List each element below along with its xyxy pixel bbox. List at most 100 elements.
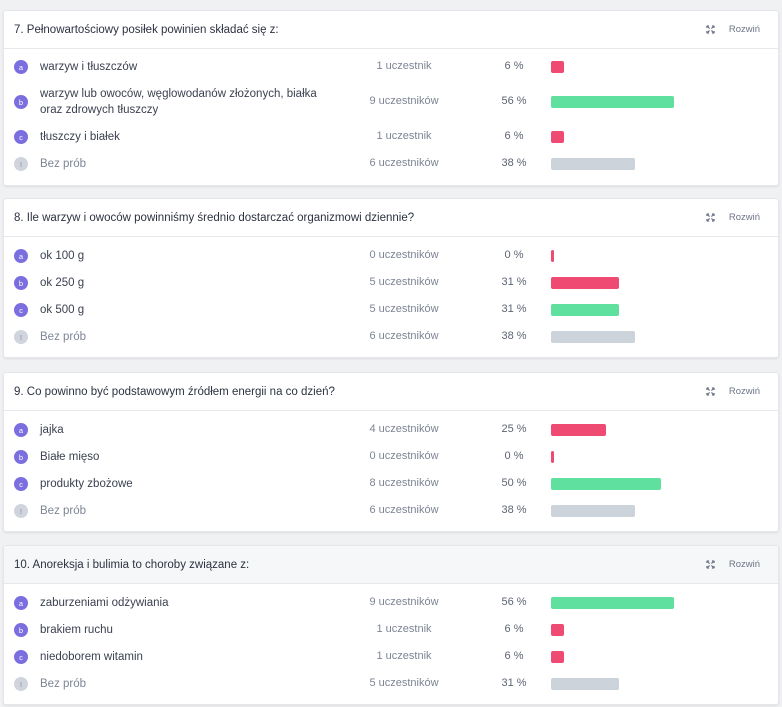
answer-row: a zaburzeniami odżywiania 9 uczestników 56 … bbox=[4, 587, 780, 619]
expand-label: Rozwiń bbox=[728, 386, 760, 397]
participant-count: 9 uczestników bbox=[369, 95, 439, 107]
answer-row: a warzyw i tłuszczów 1 uczestnik 6 % bbox=[4, 51, 780, 83]
question-title: 8. Ile warzyw i owoców powinniśmy średni… bbox=[14, 211, 415, 224]
participant-count: 4 uczestników bbox=[369, 423, 439, 435]
question-card: 7. Pełnowartościowy posiłek powinien skł… bbox=[3, 10, 779, 186]
answer-text: Bez prób bbox=[40, 331, 87, 343]
question-header: 8. Ile warzyw i owoców powinniśmy średni… bbox=[4, 199, 778, 237]
answer-letter-badge: b bbox=[14, 623, 28, 637]
answer-text: Bez prób bbox=[40, 678, 87, 690]
question-card: 8. Ile warzyw i owoców powinniśmy średni… bbox=[3, 198, 779, 358]
answer-percent: 6 % bbox=[504, 60, 524, 72]
result-bar bbox=[551, 651, 564, 663]
expand-button[interactable]: Rozwiń bbox=[706, 559, 760, 570]
participant-count: 1 uczestnik bbox=[376, 623, 432, 635]
answer-letter-badge: c bbox=[14, 303, 28, 317]
answer-percent: 38 % bbox=[501, 330, 527, 342]
result-bar bbox=[551, 331, 635, 343]
answer-row: b warzyw lub owoców, węglowodanów złożony… bbox=[4, 86, 780, 118]
answer-percent: 0 % bbox=[504, 450, 524, 462]
answer-text: produkty zbożowe bbox=[40, 478, 133, 490]
participant-count: 9 uczestników bbox=[369, 596, 439, 608]
answer-percent: 31 % bbox=[501, 276, 527, 288]
answer-letter-badge: c bbox=[14, 130, 28, 144]
answer-letter-badge: b bbox=[14, 276, 28, 290]
participant-count: 6 uczestników bbox=[369, 157, 439, 169]
no-attempt-row: ! Bez prób 6 uczestników 38 % bbox=[4, 495, 780, 527]
result-bar bbox=[551, 678, 619, 690]
exclamation-icon: ! bbox=[14, 330, 28, 344]
question-title: 10. Anoreksja i bulimia to choroby związ… bbox=[14, 558, 250, 571]
answer-percent: 31 % bbox=[501, 677, 527, 689]
participant-count: 0 uczestników bbox=[369, 450, 439, 462]
expand-button[interactable]: Rozwiń bbox=[706, 212, 760, 223]
expand-label: Rozwiń bbox=[728, 559, 760, 570]
exclamation-icon: ! bbox=[14, 157, 28, 171]
answer-text: tłuszczy i białek bbox=[40, 131, 120, 143]
answer-row: b Białe mięso 0 uczestników 0 % bbox=[4, 441, 780, 473]
answer-text: warzyw i tłuszczów bbox=[40, 61, 138, 73]
question-title: 9. Co powinno być podstawowym źródłem en… bbox=[14, 385, 335, 398]
result-bar bbox=[551, 478, 661, 490]
result-bar bbox=[551, 304, 619, 316]
result-bar bbox=[551, 277, 619, 289]
expand-button[interactable]: Rozwiń bbox=[706, 386, 760, 397]
answer-row: b brakiem ruchu 1 uczestnik 6 % bbox=[4, 614, 780, 646]
result-bar bbox=[551, 505, 635, 517]
result-bar bbox=[551, 597, 674, 609]
answer-text: niedoborem witamin bbox=[40, 651, 143, 663]
question-header: 10. Anoreksja i bulimia to choroby związ… bbox=[4, 546, 778, 584]
exclamation-icon: ! bbox=[14, 677, 28, 691]
result-bar bbox=[551, 96, 674, 108]
answer-percent: 38 % bbox=[501, 504, 527, 516]
answer-text: Bez prób bbox=[40, 505, 87, 517]
answer-text: zaburzeniami odżywiania bbox=[40, 597, 169, 609]
answer-row: b ok 250 g 5 uczestników 31 % bbox=[4, 267, 780, 299]
answer-percent: 56 % bbox=[501, 95, 527, 107]
expand-label: Rozwiń bbox=[728, 212, 760, 223]
participant-count: 5 uczestników bbox=[369, 276, 439, 288]
answer-percent: 6 % bbox=[504, 623, 524, 635]
no-attempt-row: ! Bez prób 5 uczestników 31 % bbox=[4, 668, 780, 700]
question-card: 10. Anoreksja i bulimia to choroby związ… bbox=[3, 545, 779, 705]
no-attempt-row: ! Bez prób 6 uczestników 38 % bbox=[4, 148, 780, 180]
answer-text: ok 500 g bbox=[40, 304, 85, 316]
answer-percent: 31 % bbox=[501, 303, 527, 315]
answer-letter-badge: a bbox=[14, 596, 28, 610]
participant-count: 1 uczestnik bbox=[376, 130, 432, 142]
answer-text: Białe mięso bbox=[40, 451, 100, 463]
answer-percent: 56 % bbox=[501, 596, 527, 608]
expand-icon bbox=[706, 560, 722, 569]
participant-count: 5 uczestników bbox=[369, 303, 439, 315]
answer-letter-badge: a bbox=[14, 249, 28, 263]
result-bar bbox=[551, 624, 564, 636]
question-card: 9. Co powinno być podstawowym źródłem en… bbox=[3, 372, 779, 532]
question-title: 7. Pełnowartościowy posiłek powinien skł… bbox=[14, 23, 279, 36]
answer-row: c ok 500 g 5 uczestników 31 % bbox=[4, 294, 780, 326]
result-bar bbox=[551, 424, 606, 436]
expand-button[interactable]: Rozwiń bbox=[706, 24, 760, 35]
answer-row: c tłuszczy i białek 1 uczestnik 6 % bbox=[4, 121, 780, 153]
answer-percent: 38 % bbox=[501, 157, 527, 169]
answer-row: a jajka 4 uczestników 25 % bbox=[4, 414, 780, 446]
answer-text: ok 250 g bbox=[40, 277, 85, 289]
answer-row: c produkty zbożowe 8 uczestników 50 % bbox=[4, 468, 780, 500]
expand-icon bbox=[706, 387, 722, 396]
result-bar bbox=[551, 250, 554, 262]
answer-text: ok 100 g bbox=[40, 250, 85, 262]
answer-letter-badge: c bbox=[14, 477, 28, 491]
answer-percent: 0 % bbox=[504, 249, 524, 261]
expand-icon bbox=[706, 25, 722, 34]
participant-count: 6 uczestników bbox=[369, 330, 439, 342]
answer-text: Bez prób bbox=[40, 158, 87, 170]
answer-letter-badge: b bbox=[14, 95, 28, 109]
result-bar bbox=[551, 61, 564, 73]
participant-count: 1 uczestnik bbox=[376, 60, 432, 72]
result-bar bbox=[551, 131, 564, 143]
answer-row: a ok 100 g 0 uczestników 0 % bbox=[4, 240, 780, 272]
no-attempt-row: ! Bez prób 6 uczestników 38 % bbox=[4, 321, 780, 353]
answer-letter-badge: a bbox=[14, 60, 28, 74]
result-bar bbox=[551, 451, 554, 463]
question-header: 7. Pełnowartościowy posiłek powinien skł… bbox=[4, 11, 778, 49]
answer-letter-badge: c bbox=[14, 650, 28, 664]
